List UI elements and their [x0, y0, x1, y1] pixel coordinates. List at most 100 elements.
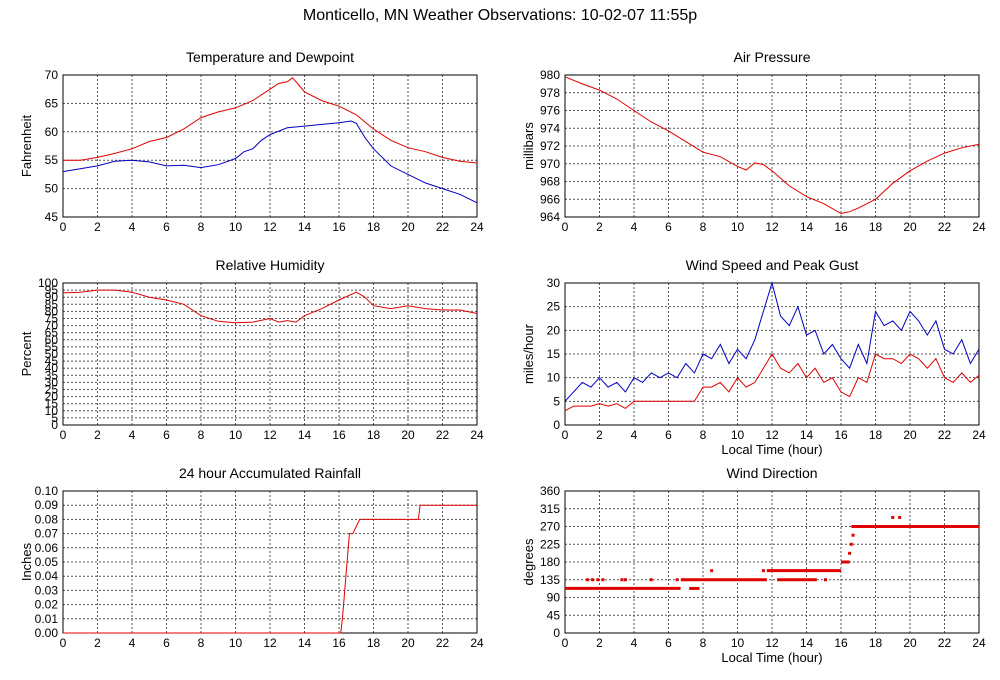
y-tick-label: 5: [553, 394, 560, 408]
y-tick-label: 980: [540, 68, 560, 82]
y-tick-label: 0.07: [35, 527, 59, 541]
chart-title: 24 hour Accumulated Rainfall: [179, 465, 361, 481]
x-tick-label: 14: [800, 428, 814, 442]
y-tick-label: 0: [553, 626, 560, 640]
x-tick-label: 14: [800, 636, 814, 650]
direction-point: [675, 578, 679, 582]
y-tick-label: 65: [45, 96, 59, 110]
chart-panel-0: 0 2 4 6 8 10 12 14 16 18 20 22 24455055606570Tempera…: [19, 49, 484, 234]
x-tick-label: 12: [765, 636, 779, 650]
y-tick-label: 80: [45, 304, 59, 318]
x-tick-label: 16: [332, 428, 346, 442]
chart-panel-2: 0 2 4 6 8 10 12 14 16 18 20 22 240510152025303540455…: [19, 257, 484, 442]
y-tick-label: 50: [45, 347, 59, 361]
direction-point: [585, 578, 589, 582]
y-tick-label: 25: [45, 383, 59, 397]
chart-title: Wind Direction: [726, 465, 817, 481]
y-axis-label: Inches: [19, 542, 34, 581]
y-tick-label: 15: [45, 397, 59, 411]
x-tick-label: 4: [631, 428, 638, 442]
y-axis-label: millibars: [521, 122, 536, 170]
y-tick-label: 0: [553, 418, 560, 432]
y-tick-label: 60: [45, 125, 59, 139]
chart-panel-1: 0 2 4 6 8 10 12 14 16 18 20 22 249649669689709729749…: [521, 49, 986, 234]
x-tick-label: 14: [298, 636, 312, 650]
series-line-0: [62, 289, 478, 324]
y-tick-label: 50: [45, 182, 59, 196]
x-tick-label: 10: [229, 220, 243, 234]
x-tick-label: 4: [129, 428, 136, 442]
x-tick-label: 16: [834, 220, 848, 234]
y-tick-label: 0.04: [35, 569, 59, 583]
y-tick-label: 20: [45, 390, 59, 404]
x-tick-label: 22: [938, 636, 952, 650]
x-tick-label: 18: [869, 636, 883, 650]
x-tick-label: 18: [869, 428, 883, 442]
y-tick-label: 270: [540, 520, 560, 534]
x-tick-label: 10: [731, 220, 745, 234]
chart-title: Temperature and Dewpoint: [186, 49, 354, 65]
y-axis-label: degrees: [521, 538, 536, 585]
x-tick-label: 24: [470, 636, 484, 650]
series-line-0: [63, 504, 477, 634]
direction-point: [620, 578, 624, 582]
x-tick-label: 20: [903, 220, 917, 234]
y-axis-label: miles/hour: [521, 323, 536, 384]
x-axis-label: Local Time (hour): [721, 650, 822, 665]
x-tick-label: 22: [938, 428, 952, 442]
y-tick-label: 30: [45, 375, 59, 389]
x-tick-label: 12: [765, 428, 779, 442]
y-tick-label: 966: [540, 192, 560, 206]
direction-point: [680, 578, 684, 582]
x-tick-label: 6: [665, 428, 672, 442]
x-tick-label: 16: [834, 636, 848, 650]
plot-frame: [564, 74, 980, 218]
plot-frame: [62, 282, 478, 426]
series-line-1: [564, 353, 980, 412]
y-tick-label: 60: [45, 333, 59, 347]
series-line-0: [63, 77, 478, 164]
y-tick-label: 35: [45, 368, 59, 382]
y-axis-label: Fahrenheit: [19, 115, 34, 178]
x-tick-label: 2: [596, 220, 603, 234]
x-tick-label: 10: [731, 636, 745, 650]
y-tick-label: 45: [45, 354, 59, 368]
y-tick-label: 70: [45, 319, 59, 333]
y-tick-label: 55: [45, 153, 59, 167]
y-tick-label: 10: [45, 404, 59, 418]
y-tick-label: 0.03: [35, 583, 59, 597]
x-tick-label: 22: [436, 428, 450, 442]
y-tick-label: 0.10: [35, 484, 59, 498]
x-tick-label: 2: [94, 220, 101, 234]
y-tick-label: 976: [540, 104, 560, 118]
x-tick-label: 22: [436, 636, 450, 650]
direction-point: [710, 569, 714, 573]
y-tick-label: 0.09: [35, 498, 59, 512]
chart-title: Wind Speed and Peak Gust: [686, 257, 859, 273]
x-tick-label: 24: [470, 428, 484, 442]
x-tick-label: 10: [229, 636, 243, 650]
y-tick-label: 85: [45, 297, 59, 311]
x-tick-label: 8: [198, 636, 205, 650]
direction-point: [601, 578, 605, 582]
x-tick-label: 20: [401, 428, 415, 442]
y-tick-label: 5: [51, 411, 58, 425]
y-tick-label: 95: [45, 283, 59, 297]
y-tick-label: 0.00: [35, 626, 59, 640]
y-tick-label: 968: [540, 175, 560, 189]
y-tick-label: 315: [540, 502, 560, 516]
x-tick-label: 0: [562, 220, 569, 234]
x-tick-label: 2: [596, 636, 603, 650]
x-tick-label: 4: [631, 636, 638, 650]
y-tick-label: 135: [540, 573, 560, 587]
x-tick-label: 2: [94, 428, 101, 442]
y-tick-label: 225: [540, 537, 560, 551]
y-tick-label: 100: [38, 276, 58, 290]
direction-point: [649, 578, 653, 582]
chart-panel-5: 0 2 4 6 8 10 12 14 16 18 20 22 240459013518022527031…: [521, 465, 986, 665]
x-tick-label: 14: [800, 220, 814, 234]
y-tick-label: 90: [45, 290, 59, 304]
x-tick-label: 20: [903, 428, 917, 442]
